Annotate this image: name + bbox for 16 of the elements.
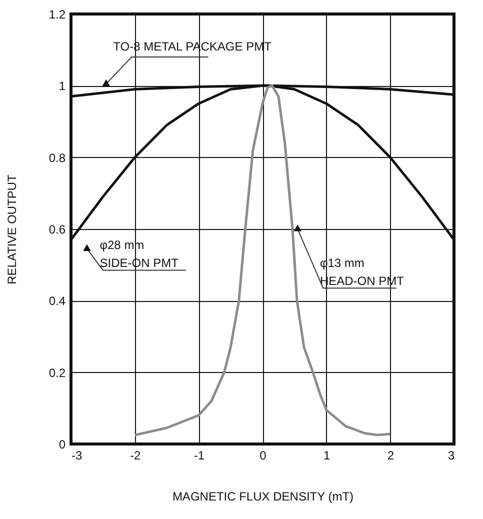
y-tick-label: 0.6 [48, 222, 66, 236]
y-tick-label: 0.4 [48, 294, 66, 308]
x-tick-label: 0 [260, 448, 267, 462]
x-tick-label: -2 [130, 448, 141, 462]
x-tick-label: -1 [194, 448, 205, 462]
x-tick-label: 1 [323, 448, 330, 462]
y-tick-label: 0.8 [48, 150, 66, 165]
x-axis-title: MAGNETIC FLUX DENSITY (mT) [172, 490, 354, 504]
y-tick-label: 1.2 [48, 8, 66, 22]
y-tick-label: 1 [58, 79, 66, 94]
y-axis-title: RELATIVE OUTPUT [4, 174, 19, 284]
x-tick-label: -3 [72, 448, 82, 462]
x-tick-label: 3 [448, 448, 455, 462]
y-tick-label: 0 [58, 438, 66, 452]
y-tick-label: 0.2 [48, 366, 66, 380]
x-tick-label: 2 [387, 448, 394, 462]
